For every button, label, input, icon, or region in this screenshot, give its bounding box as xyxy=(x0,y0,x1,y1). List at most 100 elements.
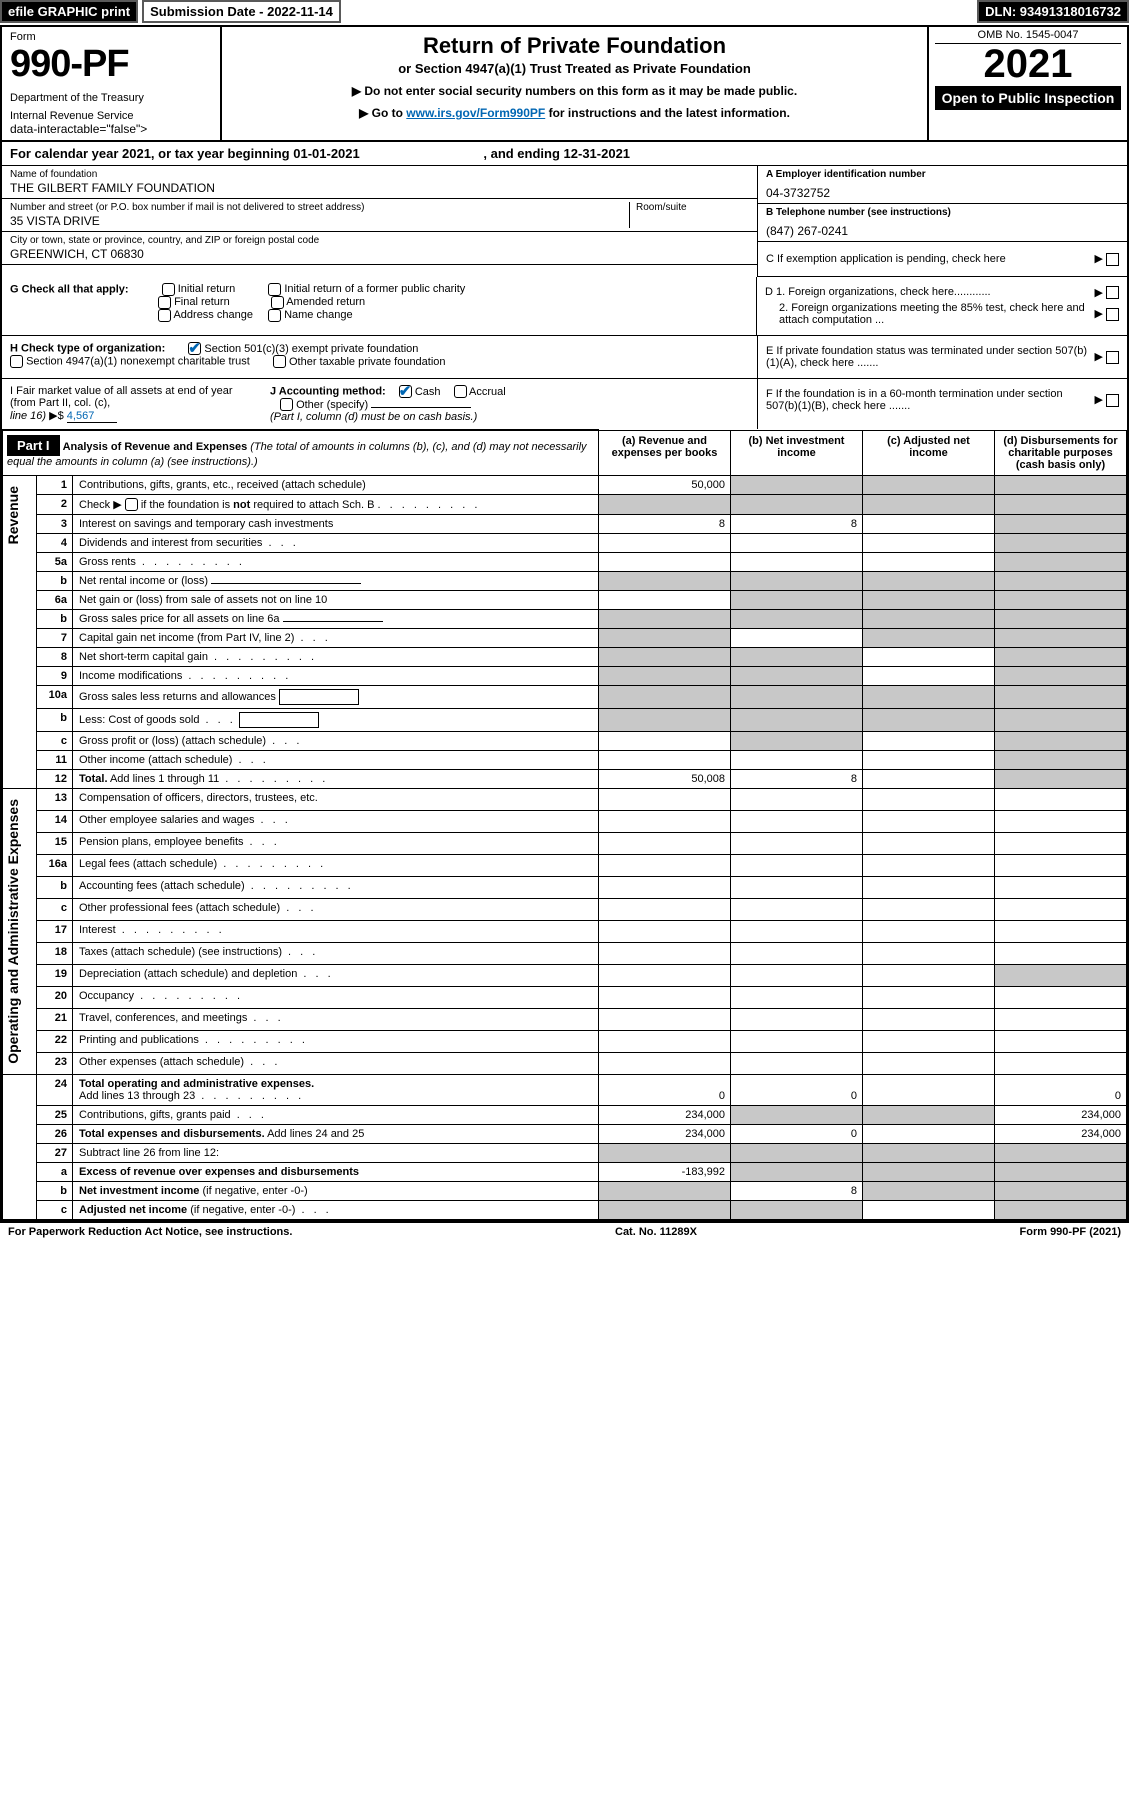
row-14: 14Other employee salaries and wages xyxy=(3,811,1127,833)
r3-num: 3 xyxy=(37,515,73,534)
final-return-checkbox[interactable] xyxy=(158,296,171,309)
r13-num: 13 xyxy=(37,789,73,811)
calendar-year-row: For calendar year 2021, or tax year begi… xyxy=(2,142,1127,166)
form-label: Form xyxy=(10,31,212,43)
note2-prefix: ▶ Go to xyxy=(359,106,406,120)
r26-d: 234,000 xyxy=(995,1125,1127,1144)
row-22: 22Printing and publications xyxy=(3,1030,1127,1052)
other-method-checkbox[interactable] xyxy=(280,398,293,411)
row-21: 21Travel, conferences, and meetings xyxy=(3,1008,1127,1030)
d2-label: 2. Foreign organizations meeting the 85%… xyxy=(765,302,1088,326)
j-label: J Accounting method: xyxy=(270,386,386,398)
4947-label: Section 4947(a)(1) nonexempt charitable … xyxy=(26,356,250,368)
row-11: 11 Other income (attach schedule) xyxy=(3,751,1127,770)
initial-return-label: Initial return xyxy=(178,283,235,295)
d1-label: D 1. Foreign organizations, check here..… xyxy=(765,286,1088,298)
c-checkbox[interactable] xyxy=(1106,253,1119,266)
h-label: H Check type of organization: xyxy=(10,343,165,355)
footer-center: Cat. No. 11289X xyxy=(615,1226,697,1238)
ein-label: A Employer identification number xyxy=(766,169,1119,180)
address-cell: Number and street (or P.O. box number if… xyxy=(2,199,757,232)
e-checkbox[interactable] xyxy=(1106,351,1119,364)
footer-right: Form 990-PF (2021) xyxy=(1020,1226,1122,1238)
form-number: 990-PF xyxy=(10,43,212,86)
r26-desc: Total expenses and disbursements. xyxy=(79,1128,265,1140)
cal-begin: 01-01-2021 xyxy=(293,146,360,161)
other-taxable-checkbox[interactable] xyxy=(273,355,286,368)
initial-return-checkbox[interactable] xyxy=(162,283,175,296)
r16c-desc: Other professional fees (attach schedule… xyxy=(79,902,280,914)
r26-a: 234,000 xyxy=(599,1125,731,1144)
r10c-desc: Gross profit or (loss) (attach schedule) xyxy=(79,735,266,747)
501c3-checkbox[interactable] xyxy=(188,342,201,355)
r1-num: 1 xyxy=(37,475,73,494)
r27c-num: c xyxy=(37,1201,73,1220)
r11-num: 11 xyxy=(37,751,73,770)
cash-label: Cash xyxy=(415,386,441,398)
efile-print-btn[interactable]: efile GRAPHIC print xyxy=(0,0,138,23)
h-section: H Check type of organization: Section 50… xyxy=(2,336,757,378)
form-title: Return of Private Foundation xyxy=(232,33,917,59)
r12-total: Total. xyxy=(79,773,108,785)
r16c-num: c xyxy=(37,899,73,921)
other-method-label: Other (specify) xyxy=(296,399,368,411)
r4-desc: Dividends and interest from securities xyxy=(79,537,262,549)
part1-label: Part I xyxy=(7,435,60,456)
row-1: Revenue 1 Contributions, gifts, grants, … xyxy=(3,475,1127,494)
r24b-desc: Add lines 13 through 23 xyxy=(79,1090,195,1102)
row-4: 4 Dividends and interest from securities xyxy=(3,534,1127,553)
r7-num: 7 xyxy=(37,629,73,648)
r24-a: 0 xyxy=(599,1075,731,1106)
amended-return-checkbox[interactable] xyxy=(271,296,284,309)
4947-checkbox[interactable] xyxy=(10,355,23,368)
r16a-desc: Legal fees (attach schedule) xyxy=(79,858,217,870)
footer: For Paperwork Reduction Act Notice, see … xyxy=(0,1222,1129,1241)
initial-former-checkbox[interactable] xyxy=(268,283,281,296)
r1-a: 50,000 xyxy=(599,475,731,494)
row-20: 20Occupancy xyxy=(3,987,1127,1009)
r27-num: 27 xyxy=(37,1144,73,1163)
open-to-public: Open to Public Inspection xyxy=(935,86,1121,110)
r11-desc: Other income (attach schedule) xyxy=(79,754,232,766)
cal-mid: , and ending xyxy=(483,146,563,161)
r18-num: 18 xyxy=(37,943,73,965)
r15-desc: Pension plans, employee benefits xyxy=(79,836,244,848)
r22-desc: Printing and publications xyxy=(79,1034,199,1046)
r8-desc: Net short-term capital gain xyxy=(79,651,208,663)
r6a-num: 6a xyxy=(37,591,73,610)
f-checkbox[interactable] xyxy=(1106,394,1119,407)
accrual-checkbox[interactable] xyxy=(454,385,467,398)
f-label: F If the foundation is in a 60-month ter… xyxy=(766,388,1088,412)
address-change-checkbox[interactable] xyxy=(158,309,171,322)
row-26: 26Total expenses and disbursements. Add … xyxy=(3,1125,1127,1144)
r23-desc: Other expenses (attach schedule) xyxy=(79,1056,244,1068)
ij-section: I Fair market value of all assets at end… xyxy=(2,379,757,429)
dln: DLN: 93491318016732 xyxy=(977,0,1129,23)
d1-checkbox[interactable] xyxy=(1106,286,1119,299)
part1-title: Analysis of Revenue and Expenses xyxy=(63,441,248,453)
r6b-desc: Gross sales price for all assets on line… xyxy=(79,613,280,625)
d2-checkbox[interactable] xyxy=(1106,308,1119,321)
f-section: F If the foundation is in a 60-month ter… xyxy=(757,379,1127,429)
r21-num: 21 xyxy=(37,1008,73,1030)
r2-num: 2 xyxy=(37,494,73,515)
r2-suffix: if the foundation is not required to att… xyxy=(141,499,375,511)
r12-desc: Add lines 1 through 11 xyxy=(110,773,219,785)
sch-b-checkbox[interactable] xyxy=(125,498,138,511)
r17-num: 17 xyxy=(37,921,73,943)
cal-end: 12-31-2021 xyxy=(564,146,631,161)
r23-num: 23 xyxy=(37,1052,73,1074)
r4-num: 4 xyxy=(37,534,73,553)
room-label: Room/suite xyxy=(636,202,749,213)
r24-d: 0 xyxy=(995,1075,1127,1106)
form990pf-link[interactable]: www.irs.gov/Form990PF xyxy=(406,106,545,120)
row-5a: 5aGross rents xyxy=(3,553,1127,572)
cash-checkbox[interactable] xyxy=(399,385,412,398)
col-c-header: (c) Adjusted net income xyxy=(863,430,995,475)
row-12: 12Total. Add lines 1 through 1150,0088 xyxy=(3,770,1127,789)
d-section: D 1. Foreign organizations, check here..… xyxy=(757,277,1127,336)
i-fmv-value: 4,567 xyxy=(67,410,117,423)
name-change-checkbox[interactable] xyxy=(268,309,281,322)
r27b-desc2: (if negative, enter -0-) xyxy=(202,1185,307,1197)
name-label: Name of foundation xyxy=(10,169,749,180)
